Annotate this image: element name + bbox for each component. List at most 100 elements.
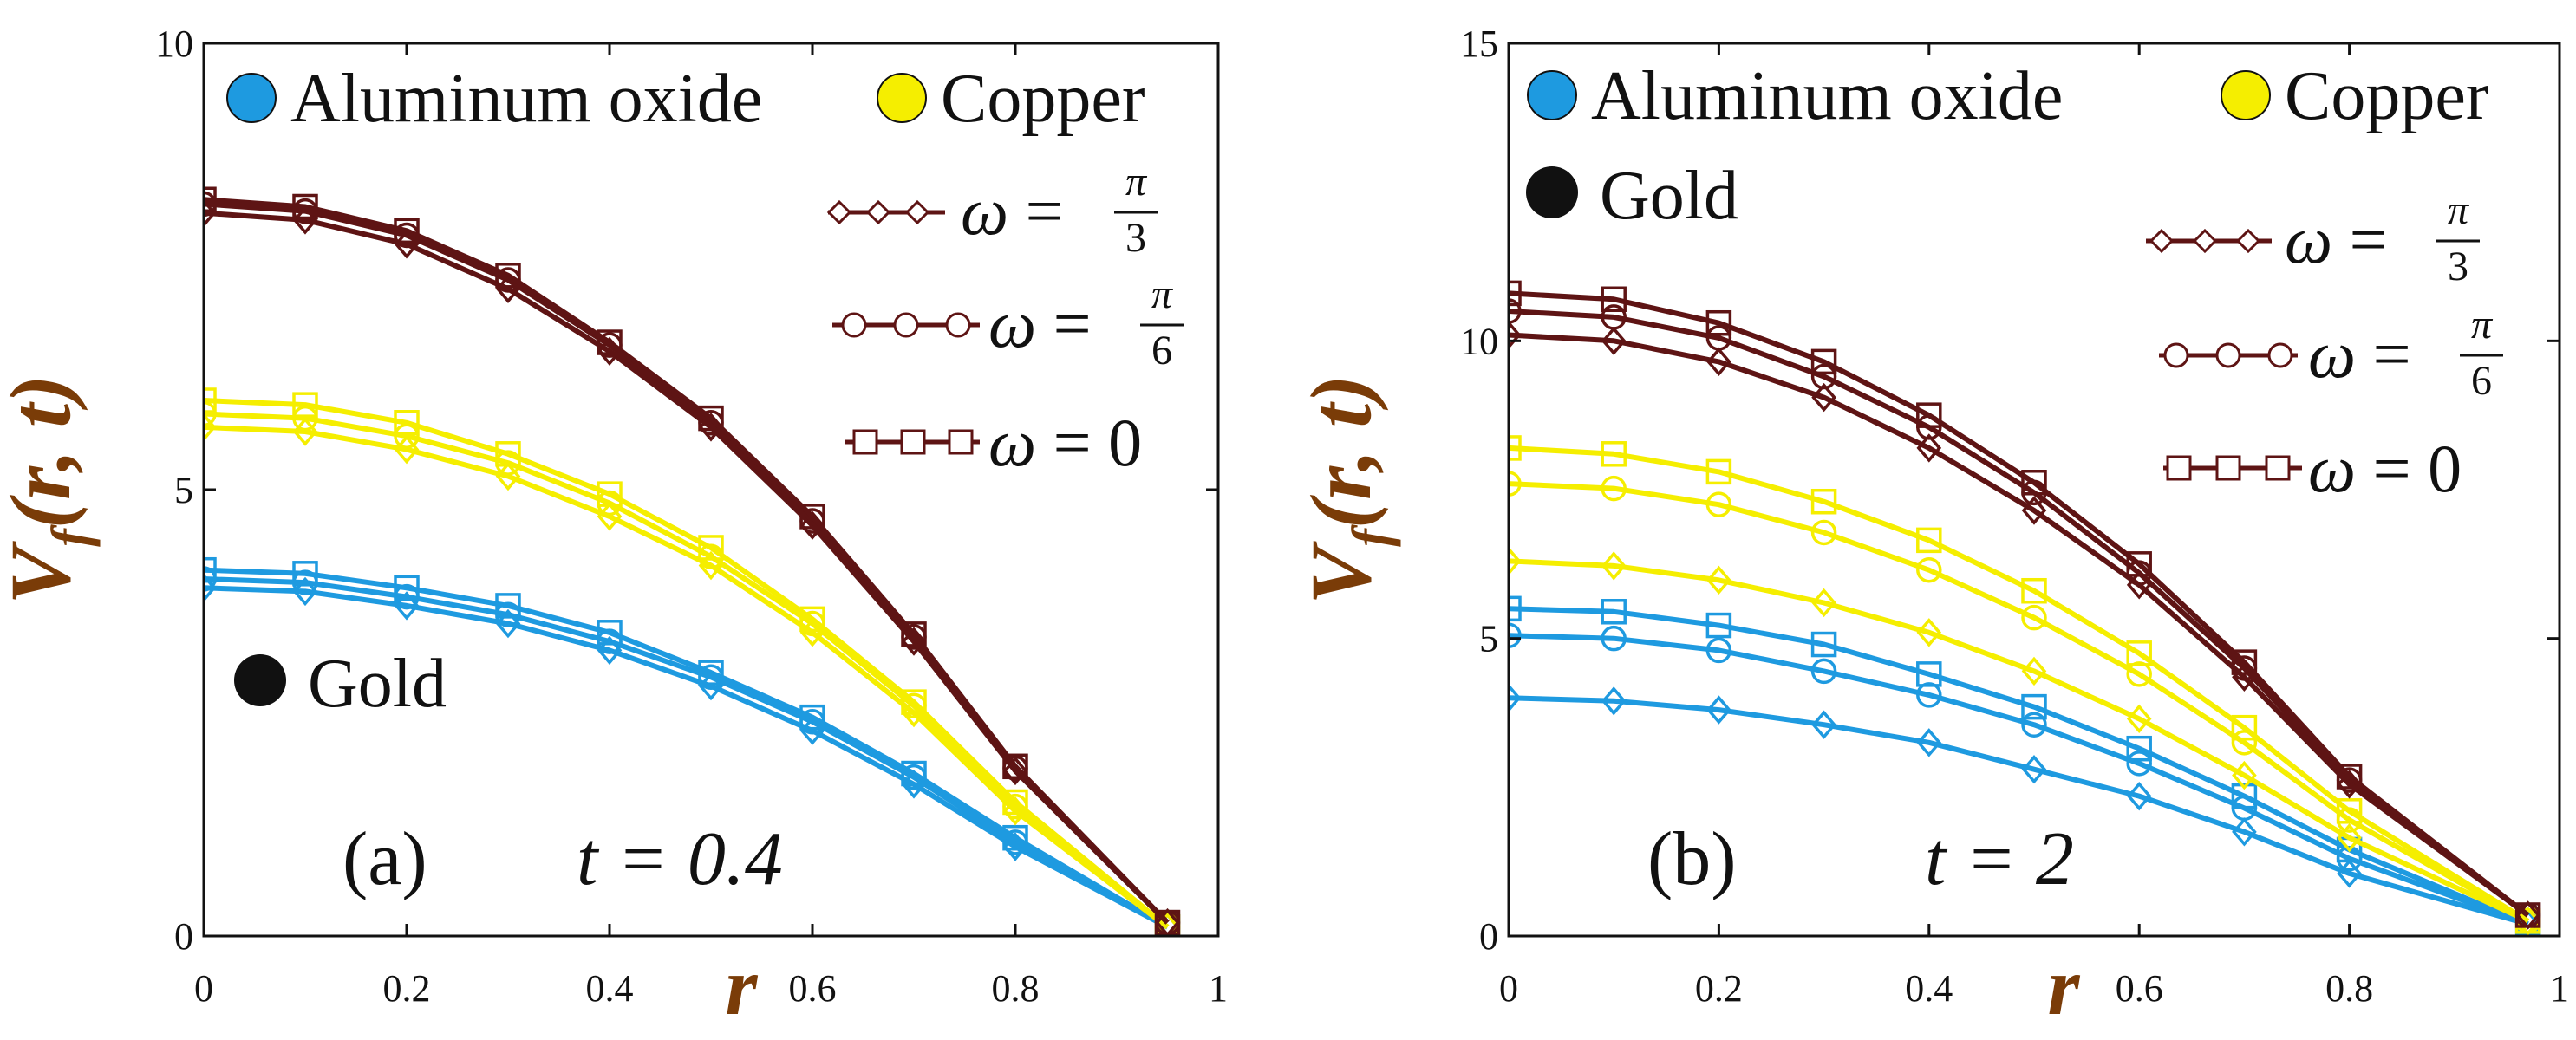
legend-swatch-copper: [877, 73, 927, 123]
data-point-aluminum-oxide-omega-0: [2021, 693, 2047, 720]
legend-omega-pi6-b: ω =: [2308, 316, 2411, 392]
y-axis-label-b: Vf(r, t): [1293, 374, 1401, 604]
svg-text:Vf(r, t): Vf(r, t): [1293, 374, 1401, 604]
x-tick-label: 0.4: [1905, 967, 1953, 1010]
series-line-aluminum-oxide-omega-0: [204, 567, 1170, 930]
data-point-aluminum-oxide-omega-pi3: [1706, 695, 1731, 725]
data-point-copper-omega-0: [2126, 640, 2152, 666]
data-point-copper-omega-pi3: [1706, 565, 1731, 595]
data-point-gold-omega-pi6: [1509, 298, 1522, 324]
x-tick-label: 0.8: [992, 967, 1040, 1010]
data-point-aluminum-oxide-omega-0: [1916, 661, 1942, 687]
data-point-gold-omega-0: [495, 263, 521, 289]
data-point-aluminum-oxide-omega-pi3: [2021, 755, 2047, 784]
panel-b-frame: [1507, 42, 2561, 938]
data-point-copper-omega-pi6: [204, 400, 217, 427]
legend-swatch-aluminum: [226, 73, 277, 123]
data-point-gold-omega-0: [597, 329, 623, 355]
data-point-copper-omega-0: [1810, 488, 1837, 515]
data-point-copper-omega-pi6: [1705, 491, 1732, 517]
data-point-aluminum-oxide-omega-0: [1601, 599, 1627, 625]
legend-materials-b: Aluminum oxide Copper Gold: [1526, 58, 2489, 234]
legend-marker-circle: [832, 312, 980, 338]
series-copper-omega-0: [1509, 435, 2541, 934]
legend-marker-diamond: [826, 199, 945, 225]
data-point-copper-omega-pi6: [1509, 471, 1522, 497]
series-line-copper-omega-pi6: [1509, 481, 2530, 924]
x-tick-label: 0.2: [1695, 967, 1743, 1010]
series-gold-omega-0: [1509, 280, 2541, 928]
x-tick-label: 0.2: [383, 967, 431, 1010]
data-point-copper-omega-0: [597, 481, 623, 507]
legend-omega-pi3-b: ω =: [2285, 202, 2388, 277]
series-line-aluminum-oxide-omega-pi3: [204, 585, 1169, 930]
data-point-aluminum-oxide-omega-pi6: [1810, 658, 1837, 685]
data-point-gold-omega-pi3: [1002, 756, 1028, 786]
legend-label-aluminum-b: Aluminum oxide: [1591, 58, 2063, 134]
data-point-copper-omega-0: [2231, 714, 2258, 741]
data-point-aluminum-oxide-omega-0: [292, 561, 318, 587]
data-point-aluminum-oxide-omega-pi6: [2021, 712, 2047, 738]
series-aluminum-oxide-omega-pi6: [1509, 622, 2541, 936]
data-point-copper-omega-pi6: [2021, 604, 2047, 631]
y-axis-label: Vf(r, t): [0, 374, 101, 604]
data-point-copper-omega-0: [799, 606, 825, 633]
data-point-copper-omega-pi6: [1601, 475, 1627, 502]
data-point-copper-omega-pi3: [2021, 656, 2047, 686]
series-gold-omega-0: [204, 186, 1181, 936]
data-point-copper-omega-0: [2336, 798, 2363, 824]
data-point-gold-omega-0: [394, 218, 420, 244]
panel-label-a: (a): [342, 817, 427, 901]
series-line-aluminum-oxide-omega-pi6: [204, 576, 1169, 930]
legend-omega-pi3-den-b: 3: [2448, 244, 2468, 289]
data-point-gold-omega-pi3: [1811, 382, 1836, 413]
data-point-copper-omega-pi3: [1601, 551, 1627, 581]
data-point-aluminum-oxide-omega-pi3: [2232, 817, 2257, 847]
x-tick-label: 1: [2550, 967, 2569, 1010]
data-point-gold-omega-0: [901, 621, 927, 647]
y-tick-label: 10: [1460, 320, 1498, 362]
data-point-aluminum-oxide-omega-0: [2126, 735, 2152, 762]
data-point-gold-omega-0: [2514, 902, 2541, 928]
data-point-aluminum-oxide-omega-pi3: [1601, 686, 1627, 716]
data-point-gold-omega-0: [1810, 348, 1837, 375]
legend-marker-diamond-b: [2146, 228, 2272, 254]
data-point-aluminum-oxide-omega-pi3: [204, 573, 217, 602]
legend-omega-pi3-num: π: [1125, 159, 1148, 205]
legend-swatch-copper-b: [2221, 70, 2271, 120]
data-point-copper-omega-0: [901, 689, 927, 715]
data-point-gold-omega-0: [204, 186, 217, 212]
legend-label-copper: Copper: [941, 61, 1145, 137]
data-point-aluminum-oxide-omega-0: [799, 704, 825, 731]
panel-a-curves: [204, 186, 1181, 936]
series-line-aluminum-oxide-omega-pi3: [1509, 695, 2529, 927]
x-axis-label: r: [726, 940, 759, 1032]
data-point-gold-omega-pi3: [1509, 320, 1522, 350]
x-axis-label-b: r: [2048, 940, 2081, 1032]
data-point-gold-omega-0: [2021, 470, 2047, 496]
legend-omega-pi3-num-b: π: [2448, 187, 2470, 233]
legend-label-gold-b: Gold: [1600, 158, 1738, 234]
y-tick-label: 10: [155, 23, 193, 65]
y-tick-label: 5: [174, 469, 193, 511]
data-point-copper-omega-0: [1509, 435, 1522, 461]
data-point-aluminum-oxide-omega-pi3: [394, 591, 420, 621]
series-line-copper-omega-pi6: [204, 411, 1170, 930]
series-line-copper-omega-0: [204, 398, 1170, 930]
legend-label-copper-b: Copper: [2285, 58, 2489, 134]
x-tick-label: 0.8: [2325, 967, 2373, 1010]
data-point-copper-omega-pi3: [2337, 823, 2362, 853]
panel-a-frame: [202, 42, 1220, 938]
x-tick-label: 1: [1209, 967, 1228, 1010]
data-point-gold-omega-0: [1705, 309, 1732, 336]
data-point-gold-omega-pi6: [1705, 325, 1732, 351]
data-point-copper-omega-pi6: [1810, 519, 1837, 546]
data-point-copper-omega-0: [394, 410, 420, 436]
data-point-aluminum-oxide-omega-0: [1002, 824, 1028, 851]
legend-omega-pi6-num-b: π: [2471, 302, 2494, 348]
data-point-copper-omega-pi6: [2126, 661, 2152, 687]
data-point-gold-omega-0: [292, 193, 318, 220]
data-point-gold-omega-0: [1154, 909, 1181, 936]
